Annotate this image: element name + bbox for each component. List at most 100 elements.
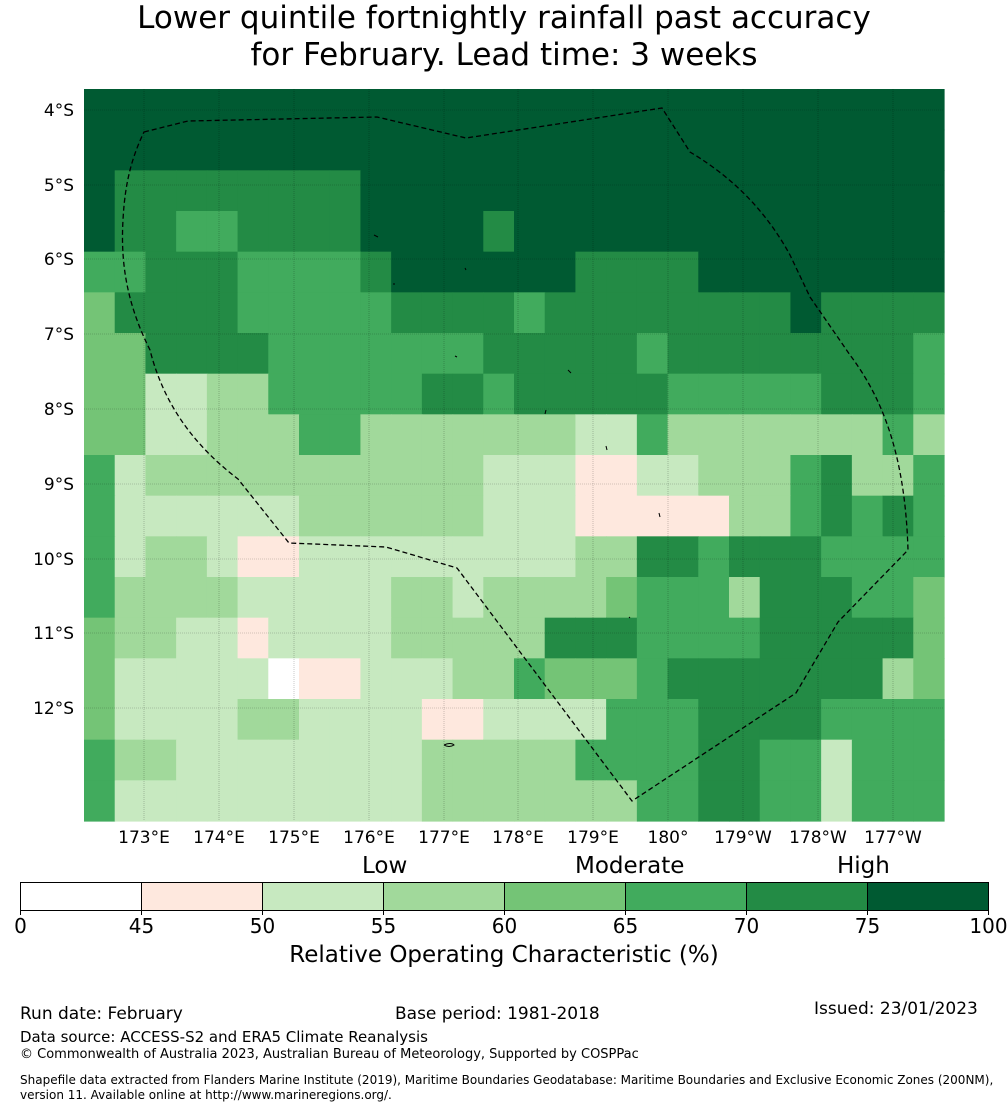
heatmap-cell [514, 536, 546, 578]
heatmap-cell [913, 89, 945, 131]
shapefile-line-1: Shapefile data extracted from Flanders M… [20, 1073, 994, 1087]
category-high-label: High [837, 853, 890, 879]
heatmap-cell [636, 129, 669, 171]
heatmap-cell [729, 699, 761, 741]
heatmap-cell [391, 617, 423, 659]
heatmap-cell [176, 739, 208, 781]
heatmap-cell [514, 414, 546, 456]
heatmap-cell [575, 414, 607, 456]
heatmap-cell [821, 333, 853, 375]
heatmap-cell [729, 373, 761, 415]
heatmap-cell [84, 617, 116, 659]
heatmap-cell [606, 617, 638, 659]
heatmap-cell [84, 577, 116, 619]
heatmap-cell [268, 129, 300, 171]
heatmap-cell [483, 251, 515, 293]
colorbar-tick-label: 65 [613, 914, 638, 938]
heatmap-cell [606, 699, 638, 741]
heatmap-cell [391, 699, 423, 741]
heatmap-cell [84, 251, 116, 293]
heatmap-cell [391, 333, 423, 375]
island-7 [605, 445, 608, 451]
island-6 [544, 409, 547, 415]
heatmap-cell [514, 780, 546, 822]
heatmap-cell [268, 89, 300, 131]
heatmap-cell [759, 739, 792, 781]
heatmap-cell [421, 251, 454, 293]
colorbar-segment [504, 882, 626, 911]
heatmap-cell [544, 780, 577, 822]
heatmap-cell [759, 536, 792, 578]
heatmap-cell [544, 699, 577, 741]
heatmap-cell [360, 495, 392, 537]
heatmap-cell [913, 577, 945, 619]
heatmap-cell [360, 536, 392, 578]
heatmap-cell [729, 414, 761, 456]
heatmap-cell [544, 577, 577, 619]
colorbar: 0 45 50 55 60 65 70 75 100 [14, 882, 1008, 938]
heatmap-cell [790, 89, 822, 131]
heatmap-cell [667, 333, 699, 375]
heatmap-cell [268, 333, 300, 375]
heatmap-cell [790, 739, 822, 781]
heatmap-cell [606, 333, 638, 375]
latitude-labels: 4°S 5°S 6°S 7°S 8°S 9°S 10°S 11°S 12°S [33, 101, 74, 719]
heatmap-cell [913, 292, 945, 334]
longitude-label: 177°E [418, 828, 470, 848]
heatmap-cell [514, 455, 546, 497]
heatmap-cell [145, 211, 177, 253]
heatmap-cell [851, 414, 884, 456]
heatmap-cell [176, 373, 208, 415]
heatmap-cell [851, 292, 884, 334]
heatmap-cell [483, 414, 515, 456]
heatmap-cell [698, 89, 730, 131]
heatmap-cell [114, 129, 147, 171]
heatmap-cell [759, 577, 792, 619]
island-2 [464, 267, 467, 271]
heatmap-cell [698, 211, 730, 253]
heatmap-cell [176, 658, 208, 700]
heatmap-cell [698, 373, 730, 415]
heatmap-cell [851, 251, 884, 293]
colorbar-ticks: 0 45 50 55 60 65 70 75 100 [14, 882, 1008, 938]
heatmap-cell [452, 414, 484, 456]
chart-title-line-1: Lower quintile fortnightly rainfall past… [137, 0, 871, 36]
heatmap-cell [882, 495, 914, 537]
heatmap-cell [575, 129, 607, 171]
heatmap-cell [145, 129, 177, 171]
heatmap-cell [360, 699, 392, 741]
heatmap-cell [421, 211, 454, 253]
heatmap-cell [206, 536, 239, 578]
heatmap-cell [667, 89, 699, 131]
latitude-label: 7°S [44, 325, 74, 345]
heatmap-cell [575, 333, 607, 375]
heatmap-cell [667, 211, 699, 253]
heatmap-cell [268, 495, 300, 537]
latitude-label: 12°S [33, 699, 74, 719]
heatmap-cell [452, 617, 484, 659]
heatmap-cell [114, 536, 147, 578]
heatmap-cell [176, 455, 208, 497]
heatmap-cell [452, 658, 484, 700]
heatmap-cell [421, 455, 454, 497]
heatmap-cell [483, 89, 515, 131]
heatmap-cell [237, 577, 269, 619]
heatmap-cell [759, 373, 792, 415]
heatmap-cell [636, 658, 669, 700]
heatmap-cell [729, 211, 761, 253]
heatmap-cell [483, 455, 515, 497]
heatmap-cell [544, 129, 577, 171]
heatmap-cell [237, 455, 269, 497]
heatmap-cell [329, 89, 362, 131]
heatmap-cell [851, 373, 884, 415]
colorbar-segment [141, 882, 263, 911]
heatmap-cell [237, 333, 269, 375]
heatmap-cell [698, 251, 730, 293]
heatmap-cell [729, 170, 761, 212]
heatmap-cell [606, 577, 638, 619]
heatmap-cell [421, 658, 454, 700]
heatmap-cell [667, 414, 699, 456]
heatmap-cell [114, 292, 147, 334]
heatmap-cell [360, 333, 392, 375]
heatmap-cell [913, 780, 945, 822]
